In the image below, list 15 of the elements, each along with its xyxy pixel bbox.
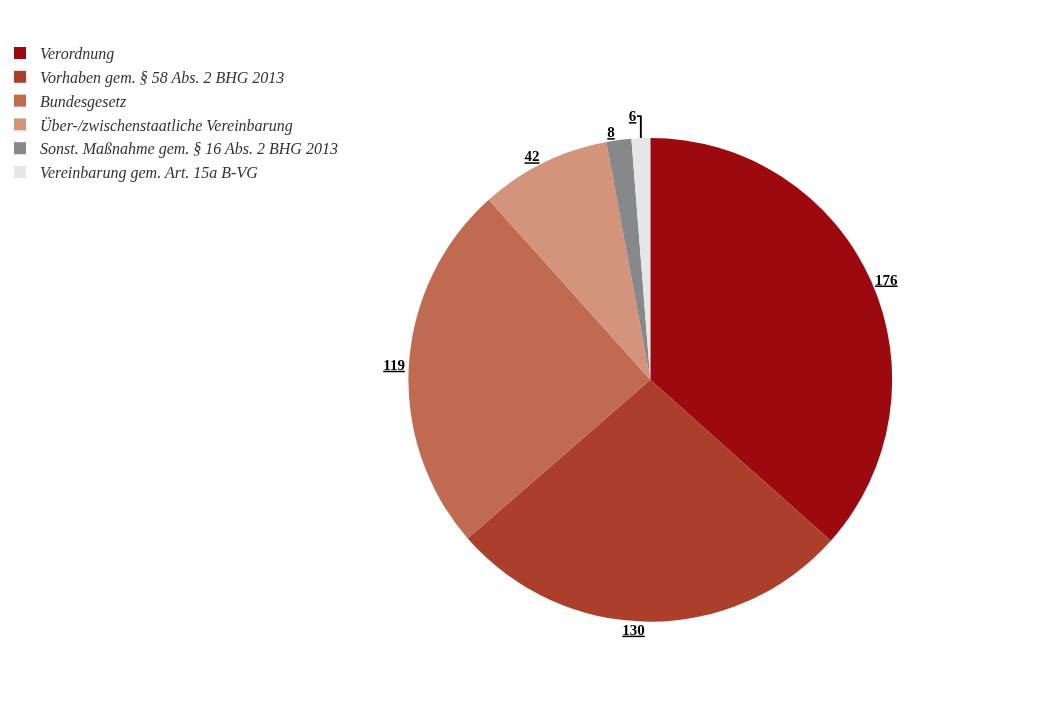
legend-label: Vorhaben gem. § 58 Abs. 2 BHG 2013 <box>40 69 285 88</box>
pie-slice <box>488 141 651 380</box>
legend-label: Bundesgesetz <box>40 92 127 111</box>
data-label: 8 <box>607 124 615 141</box>
pie-slice <box>467 379 831 622</box>
data-label: 42 <box>524 148 540 165</box>
data-label: 130 <box>622 621 645 638</box>
data-label: 176 <box>875 271 899 288</box>
legend-label: Vereinbarung gem. Art. 15a B-VG <box>40 164 259 183</box>
pie-slice <box>408 199 651 539</box>
data-label: 119 <box>383 356 405 373</box>
legend-label: Über-/zwischenstaatliche Vereinbarung <box>40 116 293 135</box>
legend-label: Sonst. Maßnahme gem. § 16 Abs. 2 BHG 2013 <box>40 140 338 159</box>
data-label: 6 <box>628 108 637 125</box>
legend-label: Verordnung <box>40 45 115 64</box>
